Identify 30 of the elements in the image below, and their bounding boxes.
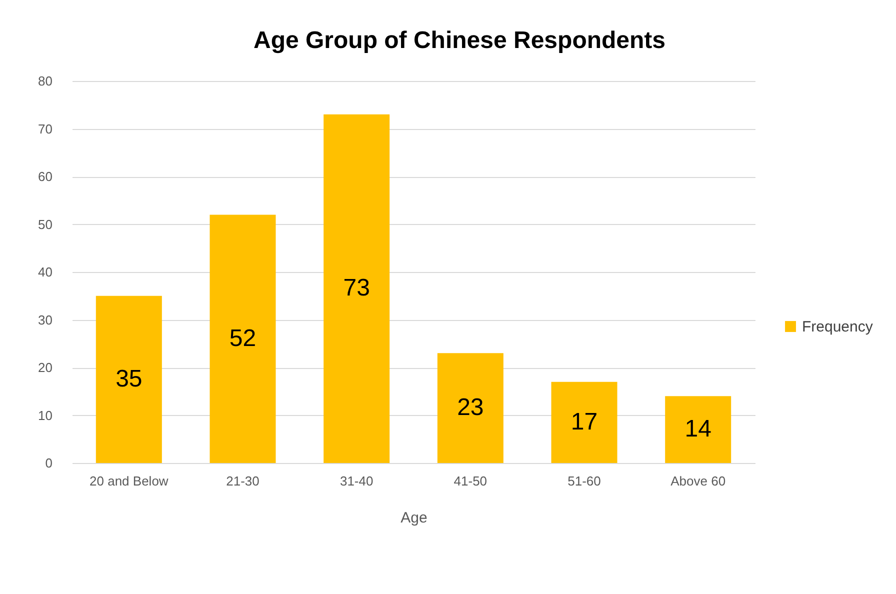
y-tick-label: 60 bbox=[38, 169, 52, 184]
x-tick-label: 31-40 bbox=[340, 474, 374, 488]
bar bbox=[210, 214, 276, 463]
x-tick-label: 21-30 bbox=[226, 474, 260, 488]
bar bbox=[96, 296, 162, 463]
data-label: 17 bbox=[570, 408, 598, 436]
data-label: 23 bbox=[457, 394, 484, 422]
data-label: 73 bbox=[343, 274, 370, 302]
chart-title: Age Group of Chinese Respondents bbox=[253, 27, 666, 54]
y-tick-label: 40 bbox=[38, 264, 52, 280]
x-tick-label: 41-50 bbox=[454, 474, 488, 488]
bar bbox=[551, 382, 618, 463]
x-tick-label: 51-60 bbox=[568, 474, 601, 488]
y-tick-label: 10 bbox=[38, 408, 52, 423]
y-tick-label: 70 bbox=[38, 121, 52, 136]
bar bbox=[437, 353, 504, 463]
data-label: 14 bbox=[684, 416, 712, 443]
data-label: 35 bbox=[116, 365, 142, 392]
y-tick-label: 50 bbox=[38, 216, 52, 232]
legend-label: Frequency bbox=[802, 318, 874, 336]
bar bbox=[665, 396, 732, 463]
y-tick-label: 0 bbox=[45, 456, 52, 470]
y-tick-label: 30 bbox=[38, 312, 52, 328]
x-tick-label: Above 60 bbox=[670, 474, 726, 488]
y-tick-label: 80 bbox=[38, 74, 52, 88]
data-label: 52 bbox=[229, 324, 256, 352]
x-tick-label: 20 and Below bbox=[90, 474, 169, 488]
bar bbox=[324, 114, 390, 463]
y-tick-label: 20 bbox=[38, 360, 52, 375]
x-axis-title: Age bbox=[400, 510, 428, 526]
